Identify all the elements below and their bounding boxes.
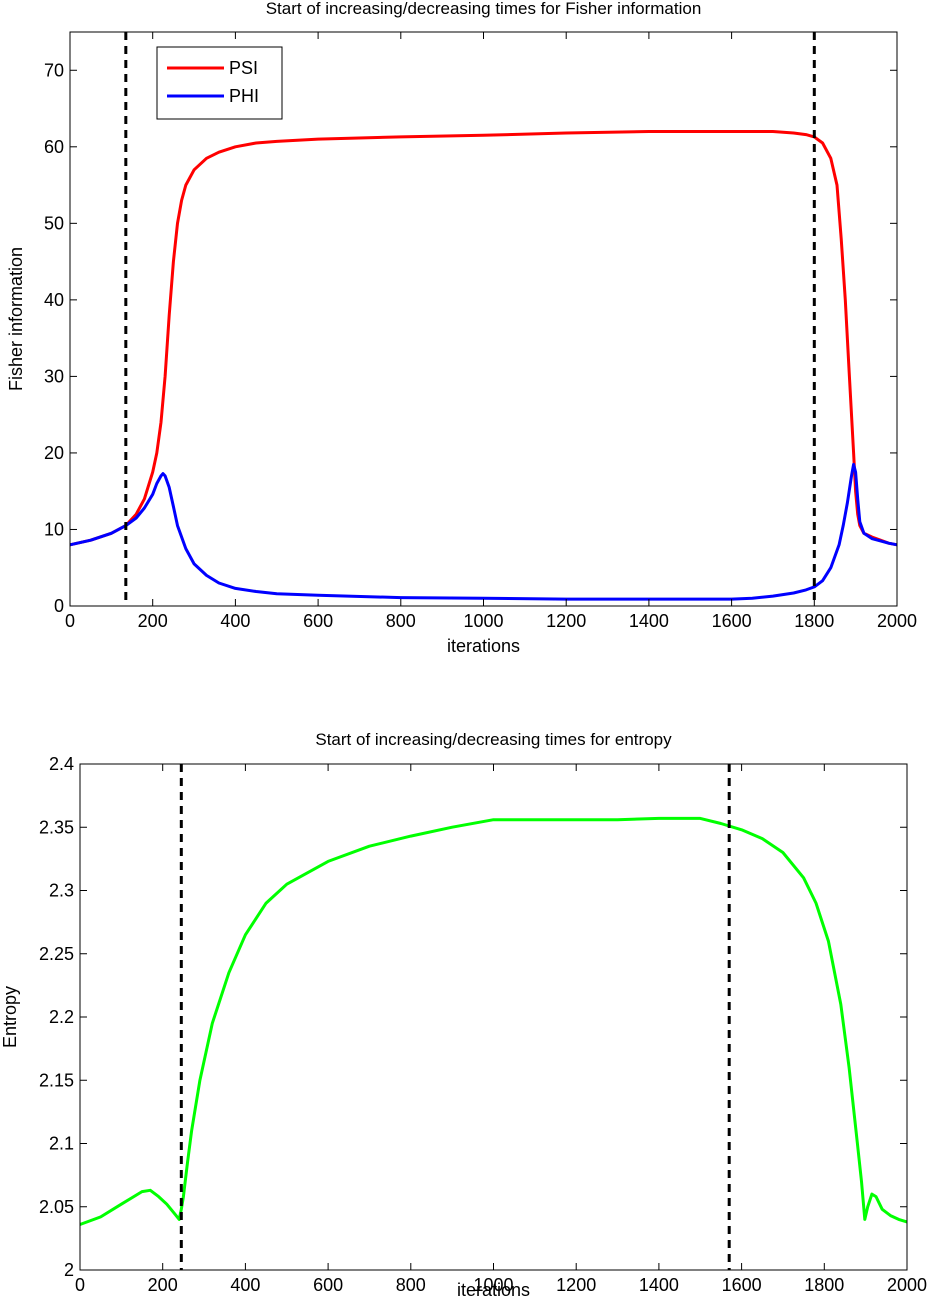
y-tick-label: 2.25 [39, 944, 74, 964]
axes-box [79, 763, 908, 1271]
x-tick-label: 1200 [556, 1275, 596, 1295]
y-tick-label: 2.15 [39, 1070, 74, 1090]
x-tick-label: 0 [75, 1275, 85, 1295]
x-tick-label: 400 [230, 1275, 260, 1295]
legend: PSI PHI [156, 46, 283, 120]
y-tick-label: 50 [44, 213, 64, 233]
y-tick-label: 70 [44, 60, 64, 80]
y-tick-label: 20 [44, 443, 64, 463]
series-line-1 [69, 462, 898, 601]
x-axis-label: iterations [447, 636, 520, 656]
x-tick-label: 2000 [877, 611, 917, 631]
x-tick-label: 1200 [546, 611, 586, 631]
fisher-information-chart: Start of increasing/decreasing times for… [6, 0, 917, 656]
y-axis-label: Fisher information [6, 247, 26, 391]
x-tick-label: 0 [65, 611, 75, 631]
x-tick-label: 600 [303, 611, 333, 631]
x-tick-label: 1000 [473, 1275, 513, 1295]
y-tick-label: 2.1 [49, 1134, 74, 1154]
entropy-chart: Start of increasing/decreasing times for… [0, 730, 927, 1300]
y-tick-label: 10 [44, 519, 64, 539]
legend-label-0: PSI [229, 58, 258, 78]
legend-box [156, 46, 283, 120]
chart-title: Start of increasing/decreasing times for… [315, 730, 672, 749]
series-lines [79, 816, 908, 1226]
y-tick-label: 2.35 [39, 817, 74, 837]
y-tick-label: 2.4 [49, 754, 74, 774]
series-lines [69, 130, 898, 601]
y-tick-label: 2 [64, 1260, 74, 1280]
x-tick-label: 1000 [463, 611, 503, 631]
x-tick-label: 200 [138, 611, 168, 631]
series-line-0 [69, 130, 898, 547]
series-line-0 [79, 816, 908, 1226]
y-tick-label: 2.2 [49, 1007, 74, 1027]
y-axis-label: Entropy [0, 986, 20, 1048]
x-tick-label: 600 [313, 1275, 343, 1295]
x-tick-label: 400 [220, 611, 250, 631]
y-tick-label: 30 [44, 366, 64, 386]
x-tick-label: 1400 [639, 1275, 679, 1295]
x-axis-label: iterations [457, 1280, 530, 1300]
y-tick-label: 0 [54, 596, 64, 616]
legend-label-1: PHI [229, 86, 259, 106]
y-tick-label: 40 [44, 290, 64, 310]
y-tick-label: 2.3 [49, 881, 74, 901]
x-tick-label: 1400 [629, 611, 669, 631]
x-tick-label: 800 [386, 611, 416, 631]
x-tick-label: 2000 [887, 1275, 927, 1295]
x-tick-label: 1600 [722, 1275, 762, 1295]
chart-title: Start of increasing/decreasing times for… [266, 0, 702, 18]
x-tick-label: 1800 [804, 1275, 844, 1295]
y-tick-label: 60 [44, 137, 64, 157]
x-tick-label: 1800 [794, 611, 834, 631]
x-tick-label: 200 [148, 1275, 178, 1295]
x-tick-label: 1600 [712, 611, 752, 631]
x-tick-label: 800 [396, 1275, 426, 1295]
y-tick-label: 2.05 [39, 1197, 74, 1217]
